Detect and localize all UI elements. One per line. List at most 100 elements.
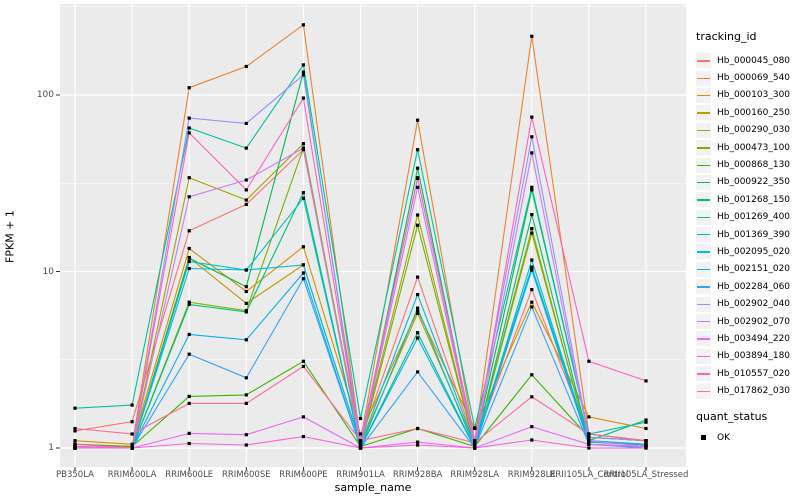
legend-item: Hb_001268_150 xyxy=(696,191,800,208)
data-point xyxy=(244,178,248,182)
data-point xyxy=(301,271,305,275)
legend-key-line-icon xyxy=(696,331,711,347)
data-point xyxy=(358,416,363,421)
data-point xyxy=(244,376,248,380)
data-point xyxy=(73,442,77,446)
x-tick-label: RRIM600SE xyxy=(221,470,271,480)
legend-item: Hb_000069_540 xyxy=(696,69,800,86)
data-point xyxy=(301,415,305,419)
data-point xyxy=(73,444,77,449)
data-point xyxy=(187,256,191,260)
data-point xyxy=(530,227,534,231)
quant-status-label: OK xyxy=(717,432,730,443)
legend-item: Hb_000045_080 xyxy=(696,52,800,69)
data-point xyxy=(130,442,134,446)
legend-item-label: Hb_010557_020 xyxy=(717,368,791,379)
data-point xyxy=(644,442,648,446)
legend-item-label: Hb_000473_100 xyxy=(717,142,791,153)
data-point xyxy=(416,440,420,444)
legend-key-line-icon xyxy=(696,314,711,330)
data-point xyxy=(301,359,305,363)
data-point xyxy=(530,268,534,272)
data-point xyxy=(644,379,648,383)
y-tick-label: 1 xyxy=(48,443,54,453)
data-point xyxy=(416,148,420,152)
data-point xyxy=(416,331,420,335)
data-point xyxy=(187,246,191,251)
legend-item: Hb_000103_300 xyxy=(696,87,800,104)
data-point xyxy=(130,420,134,424)
legend-item: Hb_001269_400 xyxy=(696,209,800,226)
data-point xyxy=(644,418,648,422)
data-point xyxy=(187,126,191,130)
data-point xyxy=(530,438,534,442)
x-tick-label: RRIM901LA xyxy=(336,470,385,480)
data-point xyxy=(73,426,77,431)
legend-key-line-icon xyxy=(696,87,711,103)
legend-item-label: Hb_002902_040 xyxy=(717,299,791,310)
data-point xyxy=(301,23,305,27)
x-tick-label: RRII105LA_Stressed xyxy=(603,470,689,480)
data-point xyxy=(130,446,134,450)
data-point xyxy=(358,446,363,450)
legend-key-line-icon xyxy=(696,122,711,138)
legend-key-line-icon xyxy=(696,244,711,260)
data-point xyxy=(187,131,191,135)
legend-items: Hb_000045_080 Hb_000069_540 Hb_000103_300 H… xyxy=(696,52,800,400)
data-point xyxy=(416,185,420,189)
data-point xyxy=(301,277,305,281)
legend-item-label: Hb_000160_250 xyxy=(717,107,791,118)
data-point xyxy=(301,142,305,146)
data-point xyxy=(587,446,591,450)
data-point xyxy=(530,395,534,399)
legend-item-label: Hb_002284_060 xyxy=(717,281,791,292)
legend-item: Hb_000473_100 xyxy=(696,139,800,156)
data-point xyxy=(187,394,191,398)
data-point xyxy=(301,196,305,200)
legend-item: Hb_002151_020 xyxy=(696,261,800,278)
data-point xyxy=(187,266,191,271)
data-point xyxy=(244,188,248,192)
data-point xyxy=(73,429,77,433)
legend-item-label: Hb_017862_030 xyxy=(717,386,791,397)
legend-item-label: Hb_002902_070 xyxy=(717,316,791,327)
x-axis-title: sample_name xyxy=(334,481,412,494)
data-point xyxy=(530,151,534,155)
data-point xyxy=(644,446,648,450)
y-tick-label: 100 xyxy=(36,90,54,100)
data-point xyxy=(530,288,534,292)
x-tick-label: RRIM600PE xyxy=(279,470,328,480)
legend-item: Hb_010557_020 xyxy=(696,365,800,382)
data-point xyxy=(244,121,248,125)
data-point xyxy=(187,441,191,446)
legend-item-label: Hb_003894_180 xyxy=(717,351,791,362)
legend-item: Hb_003894_180 xyxy=(696,348,800,365)
data-point xyxy=(416,223,420,227)
data-point xyxy=(587,432,591,436)
data-point xyxy=(416,443,420,447)
legend-item: Hb_002902_040 xyxy=(696,295,800,312)
data-point xyxy=(530,231,534,235)
data-point xyxy=(244,202,248,206)
data-point xyxy=(187,302,191,307)
data-point xyxy=(244,64,248,69)
data-point xyxy=(530,34,534,38)
legend-item: Hb_002902_070 xyxy=(696,313,800,330)
x-tick-label: PB350LA xyxy=(56,470,94,480)
data-point xyxy=(358,439,363,443)
data-point xyxy=(587,359,591,363)
data-point xyxy=(244,338,248,342)
legend-item-label: Hb_001369_390 xyxy=(717,229,791,240)
data-point xyxy=(244,433,248,437)
data-point xyxy=(530,258,534,262)
data-point xyxy=(301,146,305,150)
data-point xyxy=(73,406,77,410)
legend-item-label: Hb_000045_080 xyxy=(717,55,791,66)
data-point xyxy=(301,148,305,152)
data-point xyxy=(244,268,248,272)
data-point xyxy=(130,403,134,407)
data-point xyxy=(644,420,648,424)
legend-key-line-icon xyxy=(696,296,711,312)
legend-item-label: Hb_003494_220 xyxy=(717,333,791,344)
